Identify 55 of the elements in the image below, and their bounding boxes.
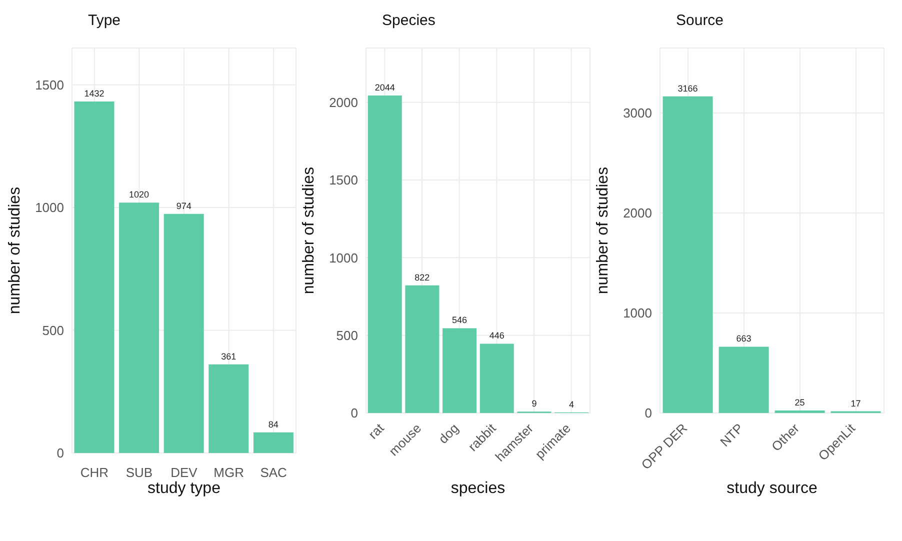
y-tick-label: 1500 [329, 172, 358, 188]
y-tick-label: 1000 [35, 200, 64, 216]
y-tick-label: 2000 [623, 206, 652, 221]
chart-title: Type [88, 12, 121, 29]
x-tick-label: rat [365, 420, 388, 442]
x-axis-title: species [450, 480, 506, 497]
x-tick-label: SUB [126, 465, 153, 480]
y-tick-label: 0 [644, 406, 652, 421]
data-label: 822 [414, 272, 430, 282]
data-label: 663 [736, 334, 752, 344]
y-tick-label: 500 [42, 322, 64, 338]
bar [208, 364, 249, 453]
data-label: 546 [452, 315, 468, 326]
y-tick-label: 500 [336, 328, 358, 343]
bar [480, 344, 514, 413]
bar [405, 285, 440, 413]
x-tick-label: CHR [80, 465, 108, 480]
data-label: 3166 [678, 83, 698, 94]
y-tick-label: 1500 [35, 77, 64, 92]
data-label: 9 [532, 398, 537, 409]
y-tick-label: 1000 [329, 250, 358, 266]
y-axis-title: number of studies [6, 186, 24, 314]
x-axis-title: study type [148, 480, 221, 497]
x-tick-label: MGR [214, 465, 244, 480]
data-label: 17 [850, 398, 861, 408]
data-label: 974 [176, 200, 192, 211]
data-label: 361 [221, 351, 236, 362]
x-tick-label: SAC [260, 465, 287, 480]
y-tick-label: 1000 [623, 306, 652, 321]
data-label: 84 [268, 419, 278, 430]
bar [718, 346, 769, 413]
data-label: 1020 [129, 190, 150, 200]
x-tick-label: dog [436, 420, 462, 446]
data-label: 446 [489, 330, 504, 341]
data-label: 2044 [374, 82, 395, 93]
data-label: 4 [569, 399, 574, 410]
y-tick-label: 2000 [329, 94, 358, 110]
y-axis-title: number of studies [300, 166, 318, 294]
bar [662, 96, 713, 413]
chart-title: Species [382, 12, 436, 29]
bar [253, 432, 294, 453]
data-label: 1432 [84, 88, 104, 99]
y-tick-label: 0 [350, 406, 358, 421]
y-tick-label: 3000 [623, 106, 652, 121]
bar [74, 102, 114, 453]
bar [164, 214, 204, 453]
x-axis-title: study source [726, 480, 818, 497]
bar [119, 202, 160, 453]
x-tick-label: DEV [170, 465, 198, 480]
bar [442, 328, 477, 413]
data-label: 25 [794, 398, 805, 408]
chart-title: Source [676, 12, 724, 29]
bar [368, 96, 402, 413]
y-tick-label: 0 [56, 446, 64, 461]
y-axis-title: number of studies [594, 166, 612, 294]
